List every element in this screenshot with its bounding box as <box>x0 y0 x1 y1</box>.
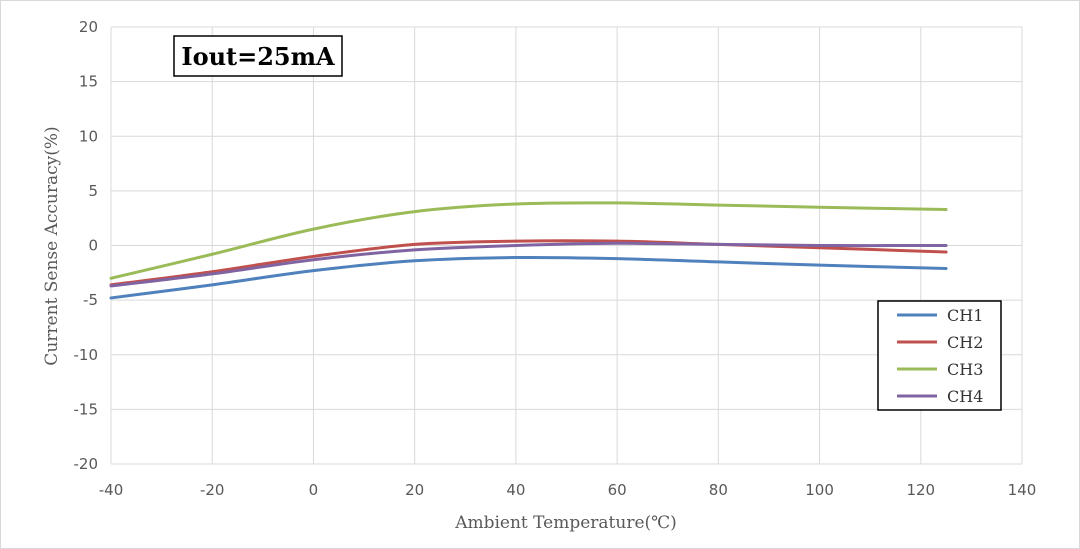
legend-label-ch3: CH3 <box>947 360 983 379</box>
series-line-ch2 <box>109 239 948 287</box>
legend-label-ch2: CH2 <box>947 333 983 352</box>
y-tick-label: 0 <box>88 237 98 255</box>
y-tick-label: 15 <box>79 73 98 91</box>
legend-label-ch4: CH4 <box>947 387 983 406</box>
x-tick-label: 140 <box>1008 481 1037 499</box>
series-line-ch3 <box>109 201 948 280</box>
y-tick-label: -10 <box>74 346 99 364</box>
x-tick-label: 60 <box>608 481 627 499</box>
x-tick-label: 0 <box>309 481 319 499</box>
x-tick-label: 80 <box>709 481 728 499</box>
annotation-frame <box>173 35 343 77</box>
y-tick-label: -5 <box>83 291 98 309</box>
y-tick-labels: -20 -15 -10 -5 0 5 10 15 20 <box>74 18 99 473</box>
legend: CH1 CH2 CH3 CH4 <box>877 300 1002 411</box>
x-tick-label: -40 <box>99 481 124 499</box>
x-tick-label: 40 <box>506 481 525 499</box>
annotation-box: Iout=25mA <box>173 35 343 77</box>
x-tick-labels: -40 -20 0 20 40 60 80 100 120 140 <box>99 481 1037 499</box>
x-axis-title: Ambient Temperature(℃) <box>454 513 677 533</box>
y-tick-label: -20 <box>74 455 99 473</box>
series-line-ch4 <box>109 241 948 288</box>
x-tick-label: 20 <box>405 481 424 499</box>
series-line-ch1 <box>109 255 948 300</box>
series-lines <box>109 201 948 300</box>
y-tick-label: -15 <box>74 400 99 418</box>
annotation-text: Iout=25mA <box>181 42 335 71</box>
legend-frame <box>877 300 1002 411</box>
y-tick-label: 20 <box>79 18 98 36</box>
y-axis-title: Current Sense Accuracy(%) <box>42 126 62 365</box>
y-tick-label: 5 <box>88 182 98 200</box>
legend-label-ch1: CH1 <box>947 306 983 325</box>
x-tick-label: -20 <box>200 481 225 499</box>
x-tick-label: 100 <box>805 481 834 499</box>
x-tick-label: 120 <box>906 481 935 499</box>
y-tick-label: 10 <box>79 127 98 145</box>
